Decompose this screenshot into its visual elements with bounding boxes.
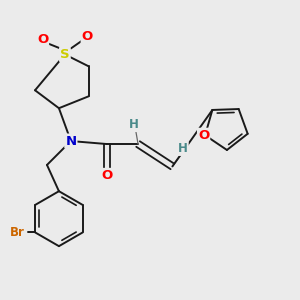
Text: H: H <box>178 142 188 155</box>
Text: O: O <box>198 129 209 142</box>
Text: N: N <box>65 134 76 148</box>
Text: H: H <box>129 118 139 131</box>
Text: O: O <box>82 30 93 43</box>
Text: Br: Br <box>10 226 25 239</box>
Text: S: S <box>60 48 70 61</box>
Text: O: O <box>37 33 48 46</box>
Text: O: O <box>101 169 112 182</box>
